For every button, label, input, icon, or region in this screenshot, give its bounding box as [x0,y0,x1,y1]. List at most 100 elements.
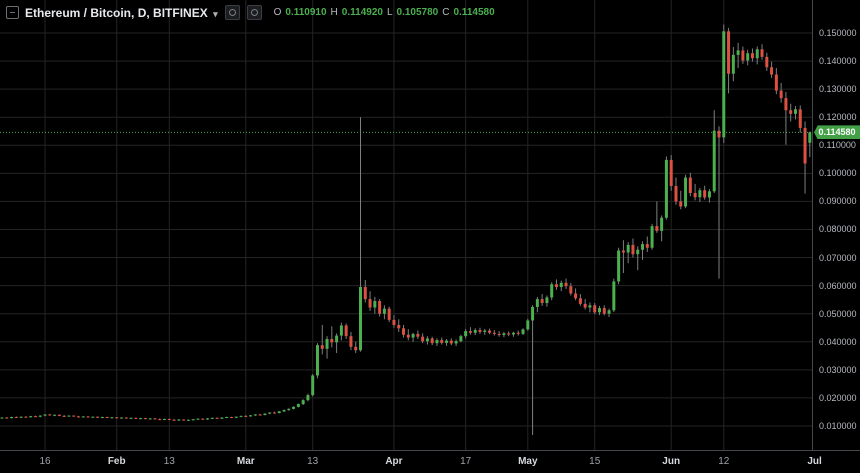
candle-body [521,329,525,334]
candle-body [172,419,176,421]
candle-body [10,416,14,419]
candle-body [158,419,162,421]
last-price-tag: 0.114580 [814,125,860,140]
time-axis[interactable]: 16 Feb 13 Mar 13 Apr 17 May 15 Jun 12 Jul [0,450,860,473]
candle-body [798,109,802,128]
candle-body [406,334,410,338]
eye-icon[interactable] [224,5,240,20]
candle-body [502,333,506,336]
candle-body [746,53,750,61]
high-label: H [330,7,338,18]
time-tick-label: Jun [662,456,681,467]
candle-body [282,409,286,412]
time-tick-label: Apr [385,456,403,467]
candle-body [24,416,28,418]
open-value: 0.110910 [285,7,327,18]
candle-body [411,333,415,338]
candle-body [120,417,123,419]
chevron-down-icon[interactable]: ▾ [213,8,218,19]
time-tick-label: Mar [236,456,255,467]
candle-body [258,414,262,416]
candle-body [717,130,721,138]
candle-body [339,325,343,336]
candle-body [153,418,157,420]
candle-body [531,306,535,321]
candle-body [33,416,37,418]
candle-body [368,299,372,308]
candle-body [617,250,621,282]
candle-body [239,415,243,417]
candle-body [225,416,229,418]
price-tick-label: 0.110000 [819,140,856,151]
candle-body [440,340,444,343]
candle-body [234,416,238,418]
symbol-name: Ethereum / Bitcoin, [25,5,135,20]
candle-body [48,414,52,416]
candle-body [124,417,128,419]
time-tick-label: Feb [107,456,126,467]
candle-body [263,413,267,416]
candle-body [550,284,554,298]
candle-body [430,338,434,344]
price-tick-label: 0.100000 [819,168,857,179]
candle-body [186,419,190,421]
candle-body [607,310,611,314]
candle-body [72,415,76,417]
candle-body [684,177,688,207]
candle-body [669,159,673,186]
candle-body [655,226,659,231]
price-tick-label: 0.130000 [819,84,857,95]
candle-body [478,329,482,332]
candle-body [330,338,334,343]
candle-body [220,417,224,419]
time-tick-label: May [518,456,538,467]
candle-body [268,412,272,414]
collapse-icon[interactable] [6,6,19,19]
candle-body [378,301,382,314]
open-label: O [273,7,282,18]
candle-body [497,333,501,336]
candle-body [0,417,4,419]
candle-body [96,416,100,418]
candle-body [468,331,472,333]
symbol-title[interactable]: Ethereum / Bitcoin, D, BITFINEX ▾ [25,6,218,20]
candle-body [741,50,745,61]
candle-body [645,244,649,248]
candle-body [564,282,568,287]
price-tick-label: 0.090000 [819,196,857,207]
candle-body [272,412,276,414]
candle-body [14,416,18,418]
candle-body [196,418,200,420]
candle-body [588,305,592,308]
candle-body [650,226,654,248]
price-tick-label: 0.060000 [819,280,857,291]
candle-body [612,281,616,311]
gear-icon[interactable] [246,5,262,20]
close-value: 0.114580 [453,7,495,18]
candle-body [148,418,152,420]
candle-body [454,341,458,344]
candle-body [110,417,114,419]
candle-body [583,303,587,308]
candle-body [210,417,214,419]
time-tick-label: 13 [307,456,319,467]
candle-body [722,31,726,138]
candle-body [143,418,147,420]
high-value: 0.114920 [341,7,383,18]
candle-body [774,74,778,91]
candle-body [287,408,291,410]
candle-body [488,330,492,333]
price-tick-label: 0.040000 [819,336,857,347]
candle-body [201,418,205,420]
candle-body [750,53,754,59]
candlestick-plot[interactable] [0,0,812,450]
candle-body [526,320,530,330]
candle-body [43,414,47,416]
candle-body [349,336,353,347]
candle-body [621,250,625,253]
price-tick-label: 0.050000 [819,308,857,319]
price-axis[interactable]: 0.150000 0.140000 0.130000 0.120000 0.110000… [812,0,860,450]
time-tick-label: 13 [163,456,175,467]
ohlc-readout: O 0.110910 H 0.114920 L 0.105780 C 0.114… [274,7,495,18]
